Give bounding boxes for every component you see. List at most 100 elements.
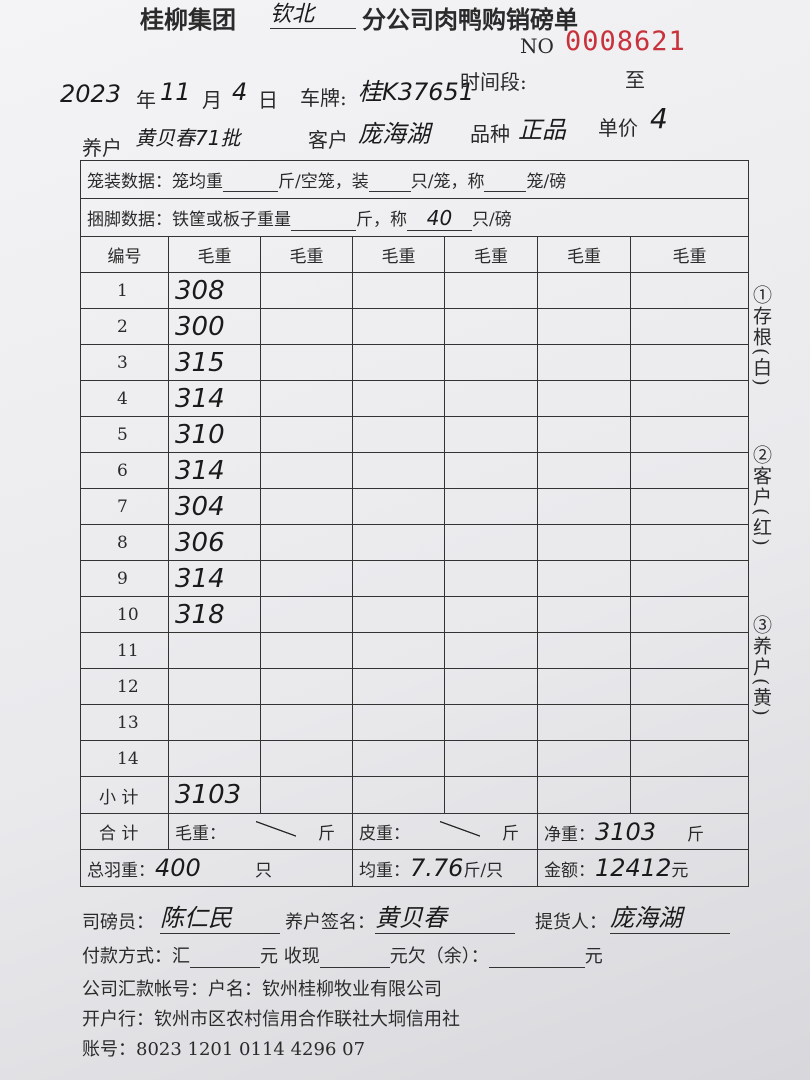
tie-text: 铁筐或板子重量 xyxy=(172,209,291,230)
cell xyxy=(352,488,445,525)
row-number: 12 xyxy=(117,676,139,697)
weigh-table: 笼装数据：笼均重 斤/空笼，装 只/笼，称 笼/磅 捆脚数据：铁筐或板子重量 斤，称 40 只… xyxy=(79,160,750,887)
cell xyxy=(260,344,353,381)
weight: 318 xyxy=(175,599,225,630)
net-label: 净重： xyxy=(544,824,595,845)
farmer-sign: 黄贝春 xyxy=(375,898,515,934)
cell xyxy=(260,668,353,705)
serial-label: NO xyxy=(520,34,554,58)
cell xyxy=(260,272,353,309)
table-row: 捆脚数据：铁筐或板子重量 斤，称 40 只/磅 xyxy=(79,198,750,237)
subtotal: 3103 xyxy=(175,780,242,810)
cell: 13 xyxy=(80,704,169,741)
cell: 10 xyxy=(80,596,169,633)
cell xyxy=(444,380,538,417)
net-unit: 斤 xyxy=(687,824,704,845)
cell xyxy=(537,704,631,741)
count-unit: 只 xyxy=(255,861,272,881)
cell xyxy=(352,272,445,309)
cell xyxy=(537,776,631,814)
tie-unit: 只/磅 xyxy=(472,209,512,230)
year-unit: 年 xyxy=(136,88,156,112)
cell: 314 xyxy=(168,560,261,597)
cell xyxy=(444,632,538,669)
cell: 304 xyxy=(168,488,261,525)
tie-label: 捆脚数据： xyxy=(87,209,172,230)
serial: 0008621 xyxy=(565,26,686,57)
blank xyxy=(319,949,390,968)
cell xyxy=(629,452,750,489)
copy-label: ①存根(白) xyxy=(750,285,772,388)
row-number: 3 xyxy=(117,352,128,373)
cell xyxy=(352,344,445,381)
cell xyxy=(352,308,445,345)
cell xyxy=(629,596,750,633)
cell xyxy=(537,488,631,525)
cell xyxy=(352,596,445,633)
amount-label: 金额： xyxy=(544,861,595,881)
cell xyxy=(629,560,750,597)
cell xyxy=(444,596,538,633)
cell xyxy=(629,740,750,777)
cell: 314 xyxy=(168,452,261,489)
blank xyxy=(488,949,585,968)
payment: 付款方式：汇 元 收现 元欠（余）： 元 xyxy=(82,942,603,968)
subtotal-label: 小 计 xyxy=(99,787,139,808)
title: 分公司肉鸭购销磅单 xyxy=(362,5,578,34)
payment-text: 元欠（余）： xyxy=(389,946,489,967)
receiver-label: 提货人： xyxy=(535,912,607,933)
cell: 毛重： 斤 xyxy=(168,813,353,850)
cell xyxy=(537,272,631,309)
column-header: 毛重 xyxy=(474,247,508,267)
cell xyxy=(260,380,353,417)
cell xyxy=(168,740,261,777)
cell: 9 xyxy=(80,560,169,597)
period-to: 至 xyxy=(625,68,645,92)
cell xyxy=(168,704,261,741)
cell xyxy=(352,632,445,669)
header-cell: 毛重 xyxy=(352,236,445,273)
blank xyxy=(484,173,527,192)
cell xyxy=(444,344,538,381)
total-label: 合 计 xyxy=(99,824,139,844)
row-number: 7 xyxy=(117,496,128,517)
row-number: 6 xyxy=(117,460,128,481)
cell: 净重：3103 斤 xyxy=(536,813,750,850)
avg: 7.76 xyxy=(410,854,464,882)
day: 4 xyxy=(232,78,248,106)
cell: 300 xyxy=(168,308,261,345)
cell xyxy=(444,704,538,741)
count: 400 xyxy=(155,854,201,882)
header-cell: 编号 xyxy=(80,236,169,273)
cell: 314 xyxy=(168,380,261,417)
column-header: 毛重 xyxy=(197,247,232,267)
customer-label: 客户 xyxy=(308,128,348,152)
table-row: 总羽重：400 只均重：7.76斤/只 金额：12412元 xyxy=(80,849,750,887)
blank xyxy=(368,173,411,192)
month-unit: 月 xyxy=(202,88,222,112)
cell: 均重：7.76斤/只 xyxy=(352,849,538,887)
branch: 钦北 xyxy=(270,0,356,29)
amount: 12412 xyxy=(595,854,672,882)
cell: 11 xyxy=(80,632,169,669)
receiver: 庞海湖 xyxy=(610,898,730,934)
cell xyxy=(537,668,631,705)
gross-unit: 斤 xyxy=(318,824,335,844)
cell xyxy=(629,272,750,309)
cage-text: 笼均重 xyxy=(172,172,223,192)
row-number: 2 xyxy=(117,316,128,337)
cell xyxy=(629,668,750,705)
tie-unit: 斤，称 xyxy=(356,209,407,230)
cell xyxy=(537,416,631,453)
payment-text: 付款方式：汇 xyxy=(82,946,190,967)
tare-unit: 斤 xyxy=(502,824,519,844)
table-row: 2 300 xyxy=(80,308,750,345)
cell xyxy=(537,308,631,345)
copy-label: ③养户(黄) xyxy=(750,615,772,718)
cell xyxy=(629,704,750,741)
cell xyxy=(352,776,445,814)
cell xyxy=(352,668,445,705)
cell xyxy=(537,596,631,633)
cell xyxy=(537,344,631,381)
table-row: 4 314 xyxy=(80,380,750,417)
